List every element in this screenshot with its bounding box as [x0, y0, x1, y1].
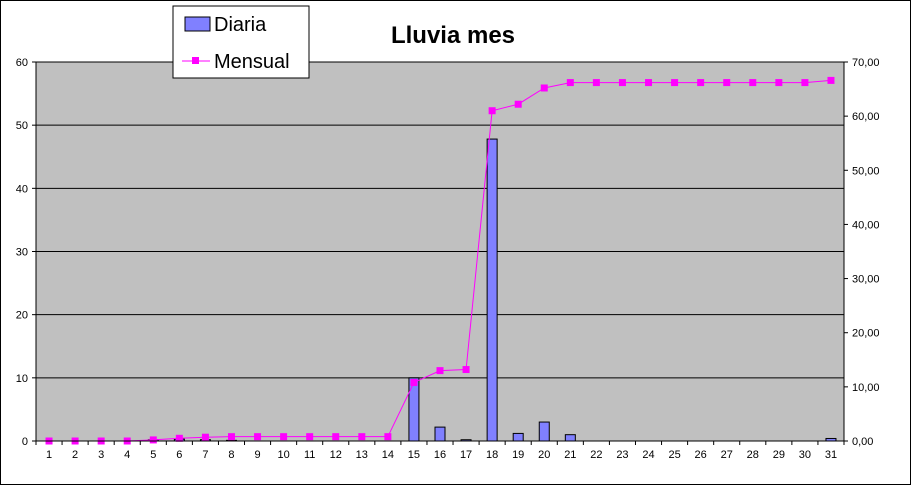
- x-tick-label: 6: [176, 449, 182, 461]
- point-mensual: [697, 79, 705, 87]
- bar-diaria: [486, 138, 498, 442]
- x-tick-label: 5: [150, 449, 156, 461]
- point-mensual: [436, 367, 444, 375]
- y-tick-label: 50: [16, 120, 28, 132]
- y2-tick-label: 30,00: [852, 274, 880, 286]
- point-mensual: [775, 79, 783, 87]
- x-tick-label: 27: [721, 449, 733, 461]
- y-tick-label: 20: [16, 310, 28, 322]
- x-tick-label: 10: [277, 449, 289, 461]
- x-tick-label: 22: [590, 449, 602, 461]
- y2-tick-label: 70,00: [852, 57, 880, 69]
- point-mensual: [462, 366, 470, 374]
- x-tick-label: 25: [668, 449, 680, 461]
- x-tick-label: 16: [434, 449, 446, 461]
- x-tick-label: 8: [228, 449, 234, 461]
- point-mensual: [566, 79, 574, 87]
- x-tick-label: 20: [538, 449, 550, 461]
- point-mensual: [332, 433, 340, 441]
- point-mensual: [384, 433, 392, 441]
- point-mensual: [671, 79, 679, 87]
- point-mensual: [201, 433, 209, 441]
- bar-diaria: [538, 421, 550, 442]
- x-tick-label: 3: [98, 449, 104, 461]
- y2-tick-label: 0,00: [852, 436, 873, 448]
- x-tick-label: 23: [616, 449, 628, 461]
- y2-tick-label: 40,00: [852, 219, 880, 231]
- x-tick-label: 12: [330, 449, 342, 461]
- point-mensual: [801, 79, 809, 87]
- point-mensual: [227, 433, 235, 441]
- x-tick-label: 18: [486, 449, 498, 461]
- point-mensual: [618, 79, 626, 87]
- point-mensual: [723, 79, 731, 87]
- x-tick-label: 29: [773, 449, 785, 461]
- chart-title: Lluvia mes: [391, 22, 515, 49]
- point-mensual: [827, 76, 835, 84]
- y-tick-label: 10: [16, 373, 28, 385]
- y2-tick-label: 10,00: [852, 382, 880, 394]
- point-mensual: [592, 79, 600, 87]
- legend: Diaria Mensual: [172, 5, 310, 79]
- x-tick-label: 11: [304, 449, 315, 461]
- point-mensual: [514, 100, 522, 108]
- legend-label-mensual: Mensual: [214, 51, 290, 73]
- legend-swatch-mensual-marker: [192, 57, 199, 64]
- point-mensual: [306, 433, 314, 441]
- point-mensual: [540, 84, 548, 92]
- point-mensual: [254, 433, 262, 441]
- x-tick-label: 24: [642, 449, 654, 461]
- x-tick-label: 13: [356, 449, 368, 461]
- y-tick-label: 40: [16, 183, 28, 195]
- bar-diaria: [408, 377, 420, 442]
- bar-diaria: [434, 426, 446, 442]
- point-mensual: [488, 107, 496, 115]
- x-tick-label: 7: [202, 449, 208, 461]
- y2-tick-label: 60,00: [852, 111, 880, 123]
- point-mensual: [280, 433, 288, 441]
- legend-swatch-diaria: [184, 16, 211, 32]
- x-tick-label: 14: [382, 449, 394, 461]
- bar-diaria: [564, 434, 576, 442]
- point-mensual: [358, 433, 366, 441]
- x-tick-label: 15: [408, 449, 420, 461]
- y-tick-label: 30: [16, 247, 28, 259]
- y2-tick-label: 20,00: [852, 328, 880, 340]
- y-tick-label: 60: [16, 57, 28, 69]
- point-mensual: [410, 379, 418, 387]
- x-tick-label: 28: [747, 449, 759, 461]
- x-tick-label: 30: [799, 449, 811, 461]
- point-mensual: [645, 79, 653, 87]
- x-tick-label: 9: [254, 449, 260, 461]
- point-mensual: [749, 79, 757, 87]
- y-tick-label: 0: [22, 436, 28, 448]
- x-tick-label: 21: [564, 449, 576, 461]
- bar-diaria: [512, 432, 524, 442]
- x-tick-label: 31: [825, 449, 837, 461]
- x-tick-label: 1: [46, 449, 52, 461]
- x-tick-label: 4: [124, 449, 130, 461]
- x-tick-label: 26: [695, 449, 707, 461]
- x-tick-label: 17: [460, 449, 472, 461]
- y2-tick-label: 50,00: [852, 165, 880, 177]
- point-mensual: [175, 434, 183, 442]
- point-mensual: [149, 436, 157, 444]
- legend-label-diaria: Diaria: [214, 14, 267, 36]
- x-tick-label: 19: [512, 449, 524, 461]
- x-tick-label: 2: [72, 449, 78, 461]
